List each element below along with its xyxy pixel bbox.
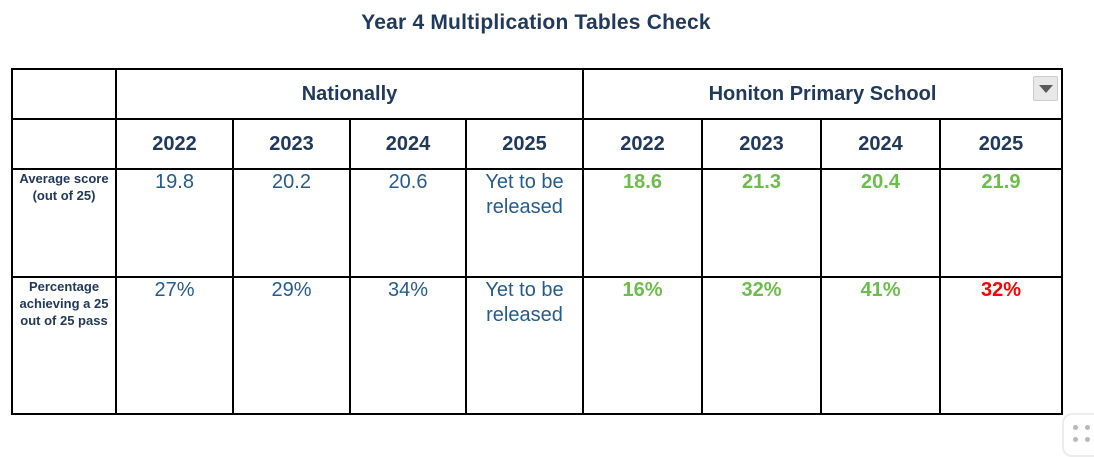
group-header-nationally: Nationally	[114, 68, 585, 120]
year-header: 2022	[582, 118, 704, 170]
cell-honiton-2024: 20.4	[820, 168, 942, 278]
cell-national-2023: 20.2	[232, 168, 351, 278]
chevron-down-icon	[1038, 84, 1053, 93]
cell-honiton-2023: 21.3	[701, 168, 823, 278]
cell-national-2022: 27%	[115, 276, 234, 415]
corner-cell	[11, 118, 117, 170]
cell-honiton-2025: 21.9	[939, 168, 1064, 278]
table-row-pass-percentage: Percentage achieving a 25 out of 25 pass…	[11, 276, 1064, 415]
cell-national-2025: Yet to be released	[464, 276, 585, 415]
year-header-row: 2022 2023 2024 2025 2022 2023 2024 2025	[11, 118, 1064, 170]
grip-dots	[1073, 425, 1090, 442]
group-header-label: Nationally	[301, 82, 398, 105]
year-header: 2022	[115, 118, 234, 170]
year-header: 2025	[464, 118, 585, 170]
cell-national-2022: 19.8	[115, 168, 234, 278]
corner-cell	[11, 68, 117, 120]
row-label: Percentage achieving a 25 out of 25 pass	[11, 276, 117, 415]
page-title: Year 4 Multiplication Tables Check	[361, 11, 711, 34]
cell-national-2024: 34%	[349, 276, 467, 415]
cell-honiton-2024: 41%	[820, 276, 942, 415]
cell-national-2023: 29%	[232, 276, 351, 415]
table-row-average-score: Average score (out of 25) 19.8 20.2 20.6…	[11, 168, 1064, 278]
year-header: 2025	[939, 118, 1064, 170]
table-options-dropdown-button[interactable]	[1033, 76, 1059, 101]
cell-honiton-2022: 18.6	[582, 168, 704, 278]
year-header: 2024	[820, 118, 942, 170]
year-header: 2024	[349, 118, 467, 170]
year-header: 2023	[232, 118, 351, 170]
group-header-label: Honiton Primary School	[708, 82, 937, 105]
cell-honiton-2023: 32%	[701, 276, 823, 415]
group-header-honiton: Honiton Primary School	[582, 68, 1064, 120]
cell-national-2025: Yet to be released	[464, 168, 585, 278]
mtc-results-table: Nationally Honiton Primary School 2022 2…	[11, 68, 1064, 415]
year-header: 2023	[701, 118, 823, 170]
drag-handle-icon[interactable]	[1062, 413, 1094, 457]
cell-honiton-2022: 16%	[582, 276, 704, 415]
cell-national-2024: 20.6	[349, 168, 467, 278]
row-label: Average score (out of 25)	[11, 168, 117, 278]
group-header-row: Nationally Honiton Primary School	[11, 68, 1064, 120]
cell-honiton-2025: 32%	[939, 276, 1064, 415]
